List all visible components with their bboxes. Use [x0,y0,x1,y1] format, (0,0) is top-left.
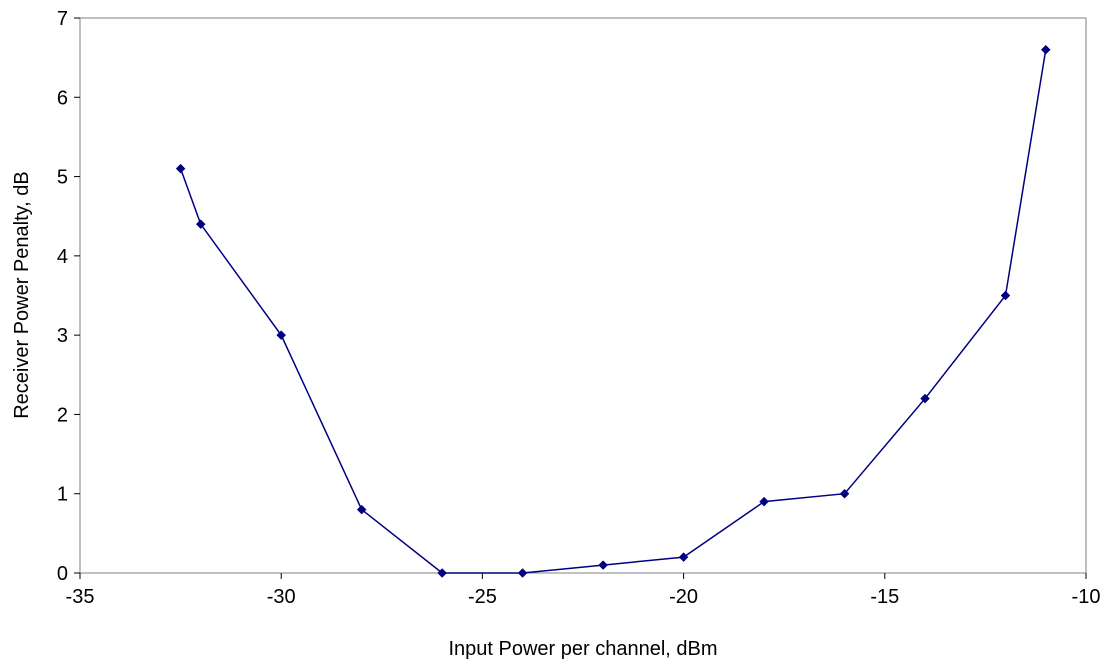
data-point-marker [195,219,206,229]
x-tick-label: -35 [66,586,95,608]
y-tick-label: 4 [57,246,68,268]
plot-area-frame [79,17,1087,574]
series-layer [175,44,1051,578]
y-tick-label: 7 [57,8,68,30]
data-point-marker [437,568,448,578]
x-tick-label: -10 [1072,586,1101,608]
y-tick-label: 3 [57,325,68,347]
x-tick-label: -25 [468,586,497,608]
x-tick-label: -15 [870,586,899,608]
y-axis: 0 1 2 3 4 5 6 7 [57,8,80,585]
y-axis-label: Receiver Power Penalty, dB [11,171,33,419]
data-point-marker [175,163,186,174]
y-tick-label: 6 [57,87,68,109]
data-point-marker [839,488,850,499]
series-line [179,49,1047,574]
y-tick-label: 1 [57,484,68,506]
x-axis-label: Input Power per channel, dBm [448,638,717,660]
y-tick-label: 0 [57,563,68,585]
y-tick-label: 5 [57,167,68,189]
y-tick-label: 2 [57,404,68,426]
data-point-marker [920,393,930,404]
x-tick-label: -20 [669,586,698,608]
data-point-marker [356,504,367,515]
data-point-marker [678,552,689,562]
data-point-marker [1040,44,1051,55]
data-point-marker [1000,290,1011,301]
data-point-marker [759,496,769,507]
x-tick-label: -30 [267,586,296,608]
x-axis: -35 -30 -25 -20 -15 -10 [66,573,1101,608]
data-point-marker [276,330,287,340]
data-point-marker [517,568,528,578]
data-point-marker [598,560,608,570]
